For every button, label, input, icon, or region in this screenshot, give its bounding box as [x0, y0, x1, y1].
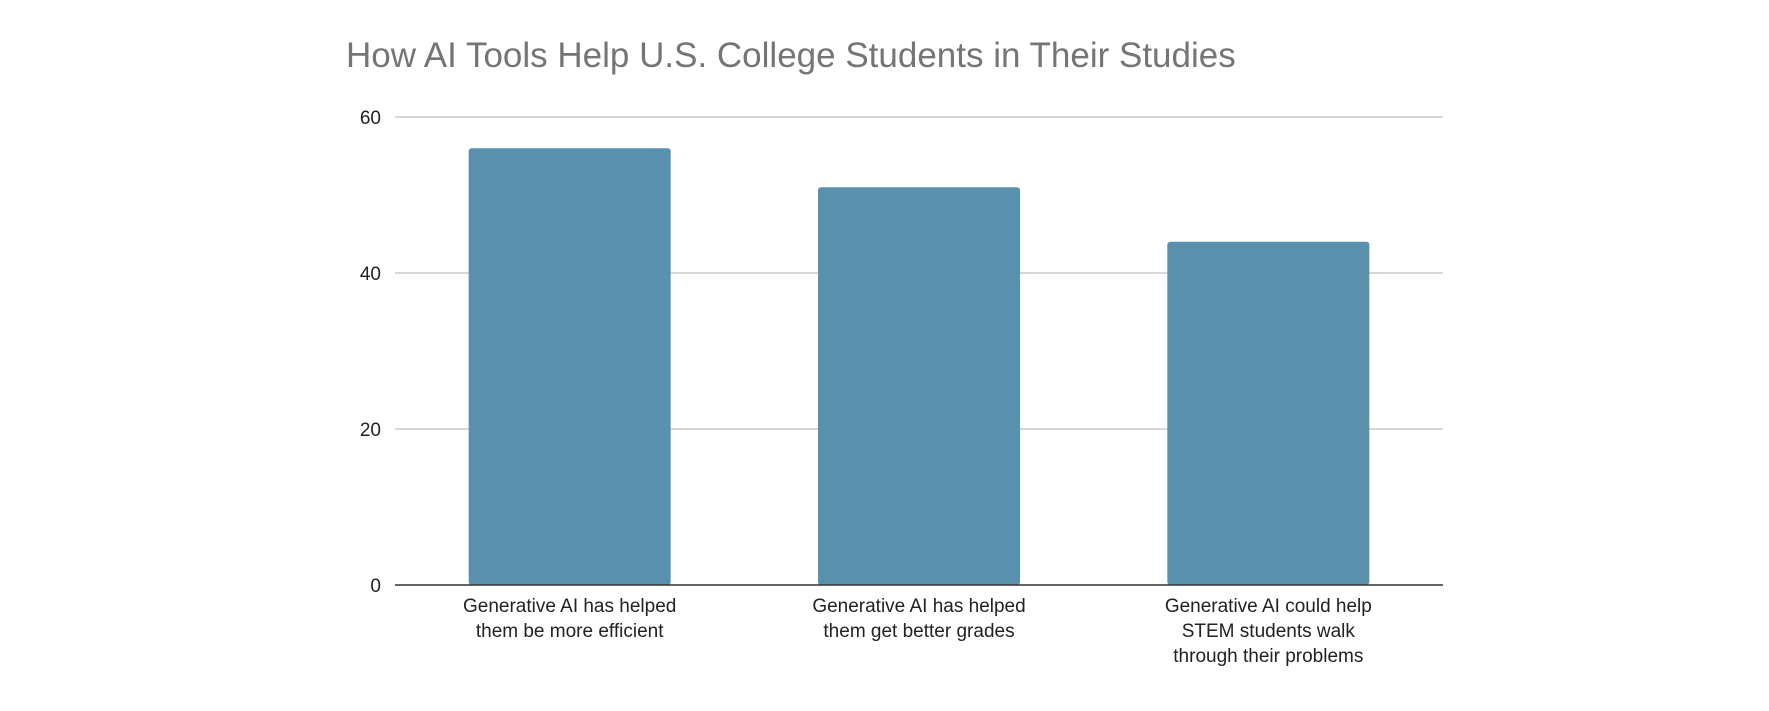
x-tick-label-line: Generative AI has helped: [463, 596, 676, 617]
y-tick-label: 40: [360, 264, 381, 285]
x-tick-label-line: them be more efficient: [476, 621, 664, 642]
chart-title: How AI Tools Help U.S. College Students …: [346, 36, 1236, 75]
x-tick-label-line: them get better grades: [823, 621, 1014, 642]
bar: [818, 187, 1020, 585]
y-tick-label: 20: [360, 420, 381, 441]
bar: [468, 148, 671, 585]
x-tick-label: Generative AI could help STEM students wa…: [1165, 596, 1372, 667]
x-tick-label-line: Generative AI has helped: [812, 596, 1025, 617]
x-tick-label: Generative AI has helped them be more eff…: [463, 596, 676, 642]
y-tick-label: 60: [360, 108, 381, 129]
y-tick-label: 0: [370, 576, 381, 597]
bar: [1167, 241, 1370, 586]
x-tick-label: Generative AI has helped them get better …: [812, 596, 1025, 642]
x-tick-label-line: Generative AI could help: [1165, 596, 1372, 617]
x-tick-label-line: STEM students walk: [1182, 621, 1356, 642]
x-tick-label-line: through their problems: [1173, 646, 1363, 667]
